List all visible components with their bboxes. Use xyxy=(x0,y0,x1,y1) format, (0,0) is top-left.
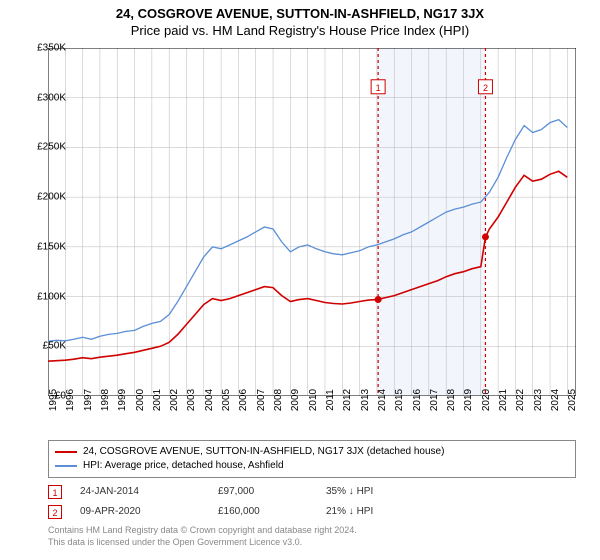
chart-subtitle: Price paid vs. HM Land Registry's House … xyxy=(0,21,600,38)
chart-container: 24, COSGROVE AVENUE, SUTTON-IN-ASHFIELD,… xyxy=(0,0,600,560)
y-tick-label: £300K xyxy=(20,92,66,103)
legend-label: 24, COSGROVE AVENUE, SUTTON-IN-ASHFIELD,… xyxy=(83,445,444,459)
sale-price: £160,000 xyxy=(218,502,308,522)
footer-line: This data is licensed under the Open Gov… xyxy=(48,536,357,548)
x-tick-label: 2016 xyxy=(412,389,423,411)
chart-svg: 12 xyxy=(48,48,576,396)
y-tick-label: £100K xyxy=(20,291,66,302)
x-tick-label: 1999 xyxy=(117,389,128,411)
x-tick-label: 2010 xyxy=(308,389,319,411)
x-tick-label: 2015 xyxy=(394,389,405,411)
chart-title: 24, COSGROVE AVENUE, SUTTON-IN-ASHFIELD,… xyxy=(0,0,600,21)
sale-delta: 21% ↓ HPI xyxy=(326,502,446,522)
legend-row: HPI: Average price, detached house, Ashf… xyxy=(55,459,569,473)
x-tick-label: 2014 xyxy=(377,389,388,411)
x-tick-label: 2017 xyxy=(429,389,440,411)
plot-area: 12 xyxy=(48,48,576,396)
x-tick-label: 1997 xyxy=(83,389,94,411)
sale-price: £97,000 xyxy=(218,482,308,502)
sale-marker-icon: 1 xyxy=(48,485,62,499)
svg-text:2: 2 xyxy=(483,83,488,93)
sale-delta: 35% ↓ HPI xyxy=(326,482,446,502)
legend-swatch xyxy=(55,465,77,467)
x-tick-label: 2020 xyxy=(481,389,492,411)
x-tick-label: 2004 xyxy=(204,389,215,411)
y-tick-label: £50K xyxy=(20,341,66,352)
y-tick-label: £150K xyxy=(20,241,66,252)
sale-date: 09-APR-2020 xyxy=(80,502,200,522)
sale-date: 24-JAN-2014 xyxy=(80,482,200,502)
svg-text:1: 1 xyxy=(376,83,381,93)
x-tick-label: 2022 xyxy=(515,389,526,411)
legend-row: 24, COSGROVE AVENUE, SUTTON-IN-ASHFIELD,… xyxy=(55,445,569,459)
x-tick-label: 2007 xyxy=(256,389,267,411)
x-tick-label: 2024 xyxy=(550,389,561,411)
x-tick-label: 1995 xyxy=(48,389,59,411)
x-tick-label: 1998 xyxy=(100,389,111,411)
x-tick-label: 2013 xyxy=(360,389,371,411)
x-tick-label: 1996 xyxy=(65,389,76,411)
x-tick-label: 2000 xyxy=(135,389,146,411)
x-tick-label: 2006 xyxy=(238,389,249,411)
x-tick-label: 2023 xyxy=(533,389,544,411)
table-row: 2 09-APR-2020 £160,000 21% ↓ HPI xyxy=(48,502,576,522)
x-tick-label: 2001 xyxy=(152,389,163,411)
footer-attribution: Contains HM Land Registry data © Crown c… xyxy=(48,524,357,548)
x-tick-label: 2018 xyxy=(446,389,457,411)
legend: 24, COSGROVE AVENUE, SUTTON-IN-ASHFIELD,… xyxy=(48,440,576,478)
legend-label: HPI: Average price, detached house, Ashf… xyxy=(83,459,284,473)
x-tick-label: 2008 xyxy=(273,389,284,411)
y-tick-label: £200K xyxy=(20,192,66,203)
x-tick-label: 2021 xyxy=(498,389,509,411)
x-tick-label: 2012 xyxy=(342,389,353,411)
sales-table: 1 24-JAN-2014 £97,000 35% ↓ HPI 2 09-APR… xyxy=(48,482,576,522)
sale-marker-icon: 2 xyxy=(48,505,62,519)
x-tick-label: 2025 xyxy=(567,389,578,411)
footer-line: Contains HM Land Registry data © Crown c… xyxy=(48,524,357,536)
x-tick-label: 2009 xyxy=(290,389,301,411)
y-tick-label: £350K xyxy=(20,43,66,54)
y-tick-label: £0 xyxy=(20,391,66,402)
table-row: 1 24-JAN-2014 £97,000 35% ↓ HPI xyxy=(48,482,576,502)
x-tick-label: 2011 xyxy=(325,389,336,411)
x-tick-label: 2003 xyxy=(186,389,197,411)
legend-swatch xyxy=(55,451,77,453)
x-tick-label: 2019 xyxy=(463,389,474,411)
x-tick-label: 2002 xyxy=(169,389,180,411)
x-tick-label: 2005 xyxy=(221,389,232,411)
y-tick-label: £250K xyxy=(20,142,66,153)
